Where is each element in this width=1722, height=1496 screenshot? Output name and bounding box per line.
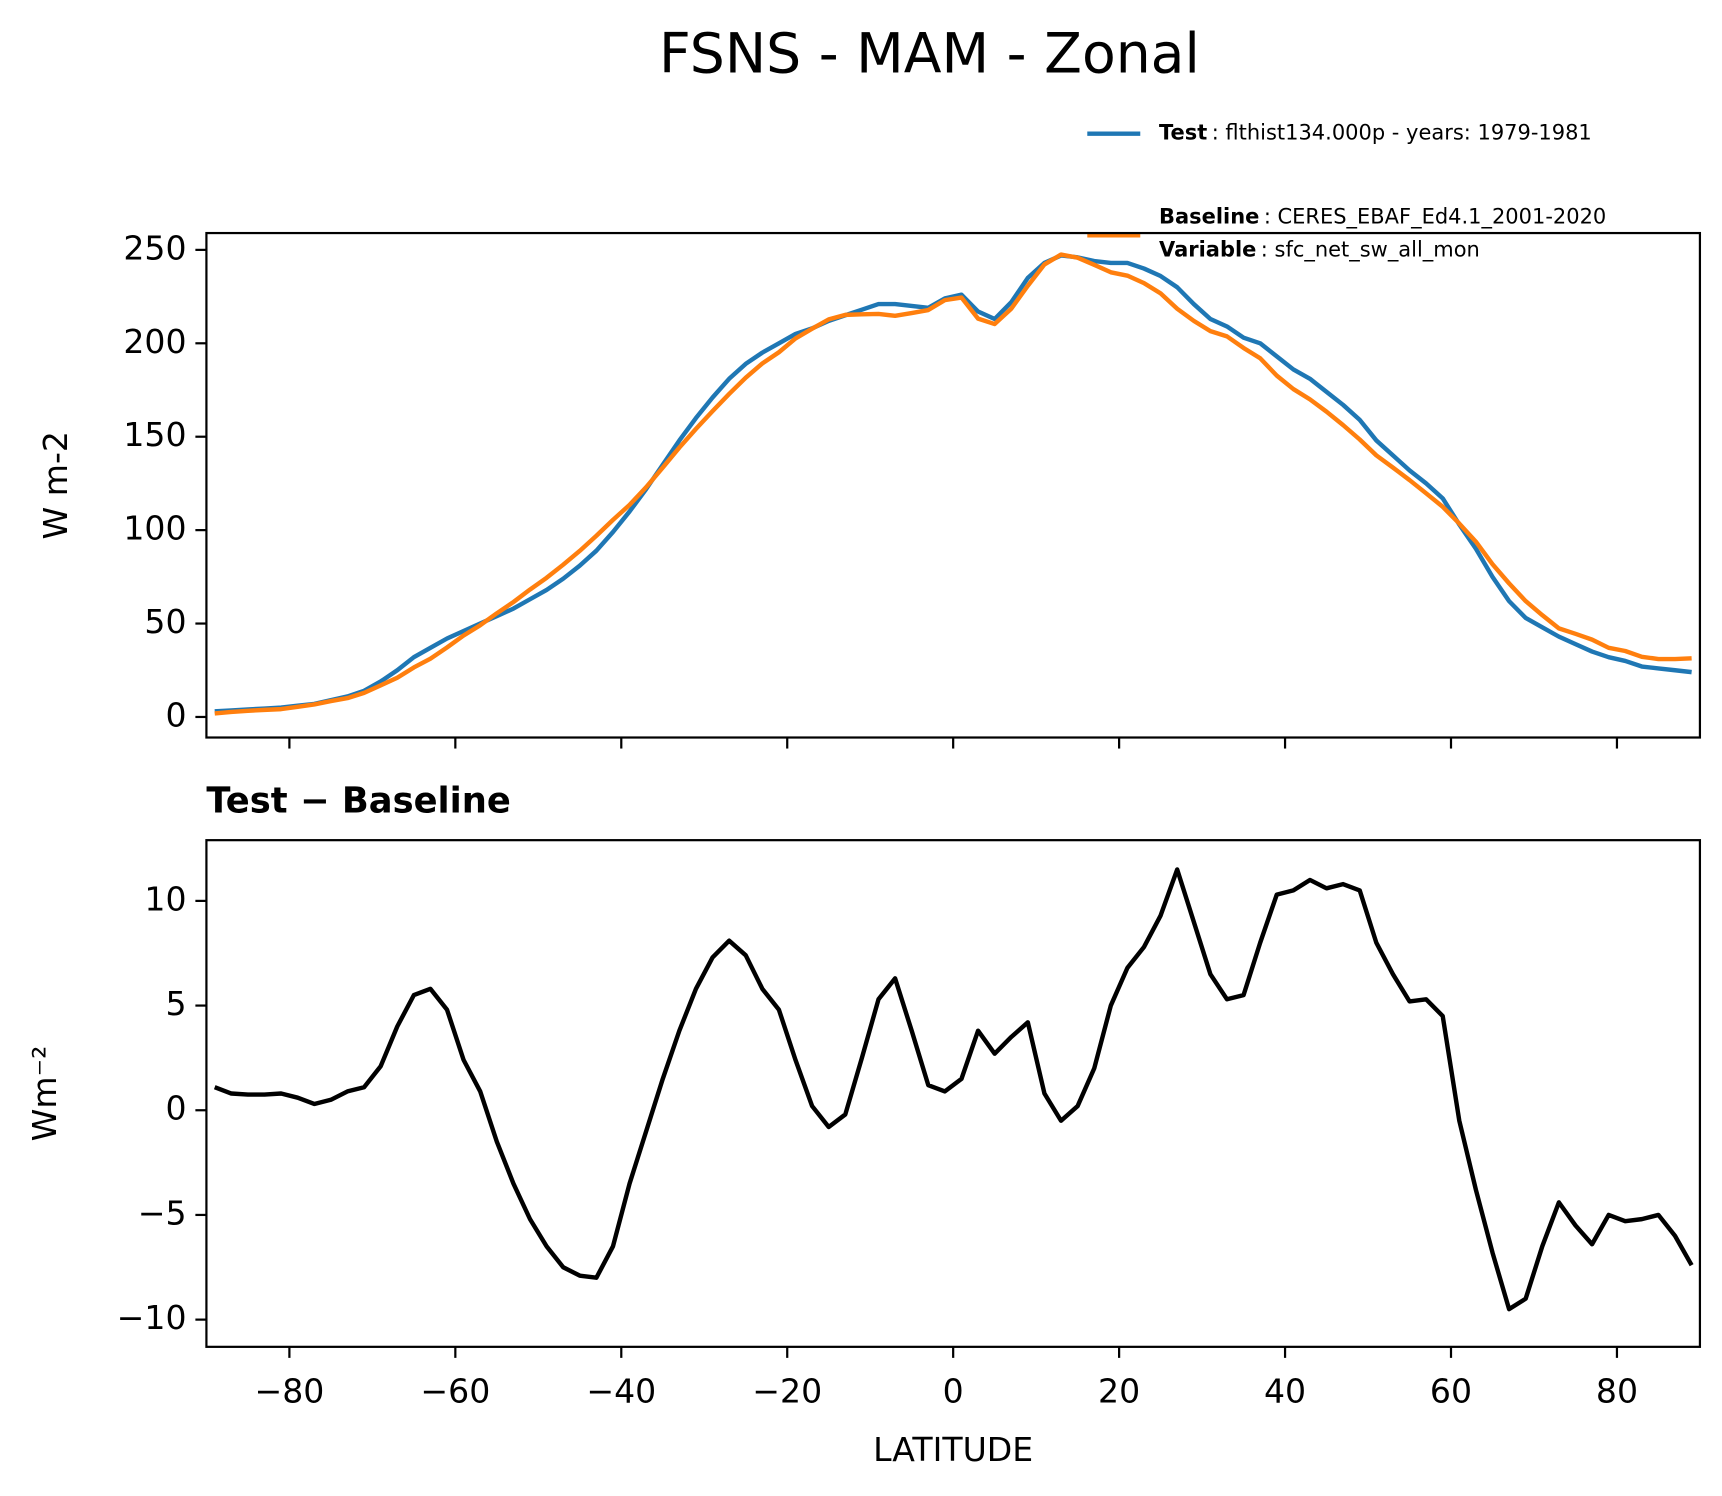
- y-tick-label: 200: [123, 322, 186, 361]
- y-tick-label: 150: [123, 415, 186, 454]
- legend-name: Test: [1159, 121, 1207, 145]
- axes-frame: [205, 839, 1702, 1348]
- x-tick-label: −60: [420, 1372, 490, 1411]
- subplot-title: Test − Baseline: [206, 781, 510, 822]
- legend-label: Baseline: CERES_EBAF_Ed4.1_2001-2020: [1159, 205, 1606, 230]
- data-line: [214, 252, 1692, 716]
- legend-name: Baseline: [1159, 205, 1259, 229]
- x-tick-label: 20: [1098, 1372, 1140, 1411]
- y-tick-label: 5: [165, 984, 186, 1023]
- x-axis-label: LATITUDE: [873, 1430, 1033, 1469]
- y-tick-label: 0: [165, 1089, 186, 1128]
- y-tick-label: 100: [123, 509, 186, 548]
- y-tick-label: 0: [165, 695, 186, 734]
- x-tick-label: −40: [586, 1372, 656, 1411]
- x-tick-label: 40: [1264, 1372, 1306, 1411]
- figure-title: FSNS - MAM - Zonal: [659, 23, 1200, 87]
- y-tick-label: −10: [117, 1298, 187, 1337]
- x-tick-label: −20: [752, 1372, 822, 1411]
- y-axis-label: W m-2: [36, 431, 75, 540]
- legend-variable-label: Variable: [1159, 238, 1256, 262]
- y-tick-label: 10: [144, 879, 186, 918]
- data-line: [214, 253, 1692, 714]
- x-tick-label: −80: [254, 1372, 324, 1411]
- legend-variable: : sfc_net_sw_all_mon: [1261, 238, 1480, 263]
- legend-description: : CERES_EBAF_Ed4.1_2001-2020: [1264, 205, 1606, 230]
- y-tick-label: 50: [144, 602, 186, 641]
- y-tick-label: 250: [123, 228, 186, 267]
- x-tick-label: 80: [1596, 1372, 1638, 1411]
- y-tick-label: −5: [138, 1193, 187, 1232]
- legend-label: Variable: sfc_net_sw_all_mon: [1159, 238, 1480, 263]
- x-tick-label: 0: [943, 1372, 964, 1411]
- x-tick-label: 60: [1430, 1372, 1472, 1411]
- axes-frame: [205, 231, 1702, 739]
- y-axis-label: Wm⁻²: [25, 1046, 64, 1142]
- legend-description: : flthist134.000p - years: 1979-1981: [1212, 121, 1592, 145]
- data-line: [213, 867, 1694, 1312]
- legend-label: Test: flthist134.000p - years: 1979-1981: [1159, 121, 1592, 145]
